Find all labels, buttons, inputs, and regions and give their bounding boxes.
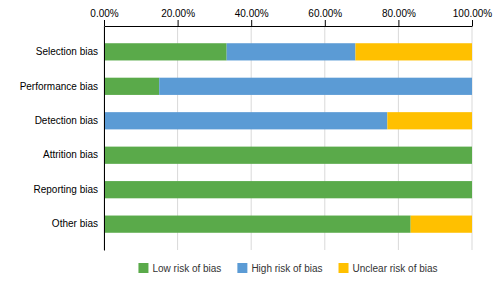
bar: [472, 147, 473, 164]
tick-label: 0.00%: [90, 8, 118, 19]
tick-label: 40.00%: [235, 8, 269, 19]
bar: [472, 147, 473, 164]
chart: 0.00% 20.00% 40.00% 60.00% 80.00% 100.00% Sele…: [0, 0, 500, 284]
tick-mark: [325, 20, 326, 26]
bar: [411, 216, 472, 233]
tick: 0.00%: [90, 8, 118, 26]
grid: [104, 26, 472, 250]
legend-item: Low risk of bias: [138, 263, 221, 274]
tick: Detection bias: [35, 115, 98, 126]
bar: [104, 216, 411, 233]
legend-label: High risk of bias: [251, 263, 322, 274]
tick-mark: [104, 20, 105, 26]
series: [104, 43, 472, 129]
legend-label: Unclear risk of bias: [353, 263, 438, 274]
legend-swatch: [138, 263, 148, 273]
tick-mark: [472, 20, 473, 26]
tick-label: Performance bias: [20, 81, 98, 92]
tick: 20.00%: [161, 8, 195, 26]
tick: 60.00%: [308, 8, 342, 26]
tick: 40.00%: [235, 8, 269, 26]
tick: Other bias: [52, 218, 98, 229]
bar: [104, 181, 472, 198]
legend-swatch: [339, 263, 349, 273]
tick-label: Detection bias: [35, 115, 98, 126]
legend-item: Unclear risk of bias: [339, 263, 438, 274]
tick-mark: [398, 20, 399, 26]
tick-label: Other bias: [52, 218, 98, 229]
bar: [104, 43, 227, 60]
bar: [159, 78, 472, 95]
tick-label: 20.00%: [161, 8, 195, 19]
bar: [472, 181, 473, 198]
tick-mark: [178, 20, 179, 26]
bars: [104, 43, 472, 233]
bar: [227, 43, 356, 60]
tick-label: Selection bias: [36, 46, 98, 57]
tick: Attrition bias: [43, 149, 98, 160]
bar: [104, 78, 159, 95]
legend-label: Low risk of bias: [152, 263, 221, 274]
tick-label: 100.00%: [453, 8, 493, 19]
x-axis: 0.00% 20.00% 40.00% 60.00% 80.00% 100.00%: [90, 8, 492, 27]
legend-item: High risk of bias: [237, 263, 322, 274]
bar: [104, 112, 387, 129]
legend-swatch: [237, 263, 247, 273]
tick: Performance bias: [20, 81, 98, 92]
grid-line: [104, 26, 105, 250]
tick: 80.00%: [382, 8, 416, 26]
plot: 0.00% 20.00% 40.00% 60.00% 80.00% 100.00% Sele…: [20, 8, 493, 251]
tick-mark: [251, 20, 252, 26]
bar: [104, 147, 472, 164]
tick-label: Reporting bias: [34, 184, 98, 195]
series: [355, 43, 472, 233]
bar: [387, 112, 472, 129]
axis-line: [105, 26, 473, 27]
bar: [472, 78, 473, 95]
tick-label: 60.00%: [308, 8, 342, 19]
tick-label: 80.00%: [382, 8, 416, 19]
tick: 100.00%: [453, 8, 493, 26]
axis-line: [104, 27, 105, 251]
bar: [472, 181, 473, 198]
legend: Low risk of bias High risk of bias Unclear…: [138, 263, 437, 274]
tick: Reporting bias: [34, 184, 98, 195]
tick: Selection bias: [36, 46, 98, 57]
tick-label: Attrition bias: [43, 149, 98, 160]
y-axis: Selection bias Performance bias Detection …: [20, 27, 105, 251]
series: [104, 43, 472, 233]
bar: [355, 43, 472, 60]
